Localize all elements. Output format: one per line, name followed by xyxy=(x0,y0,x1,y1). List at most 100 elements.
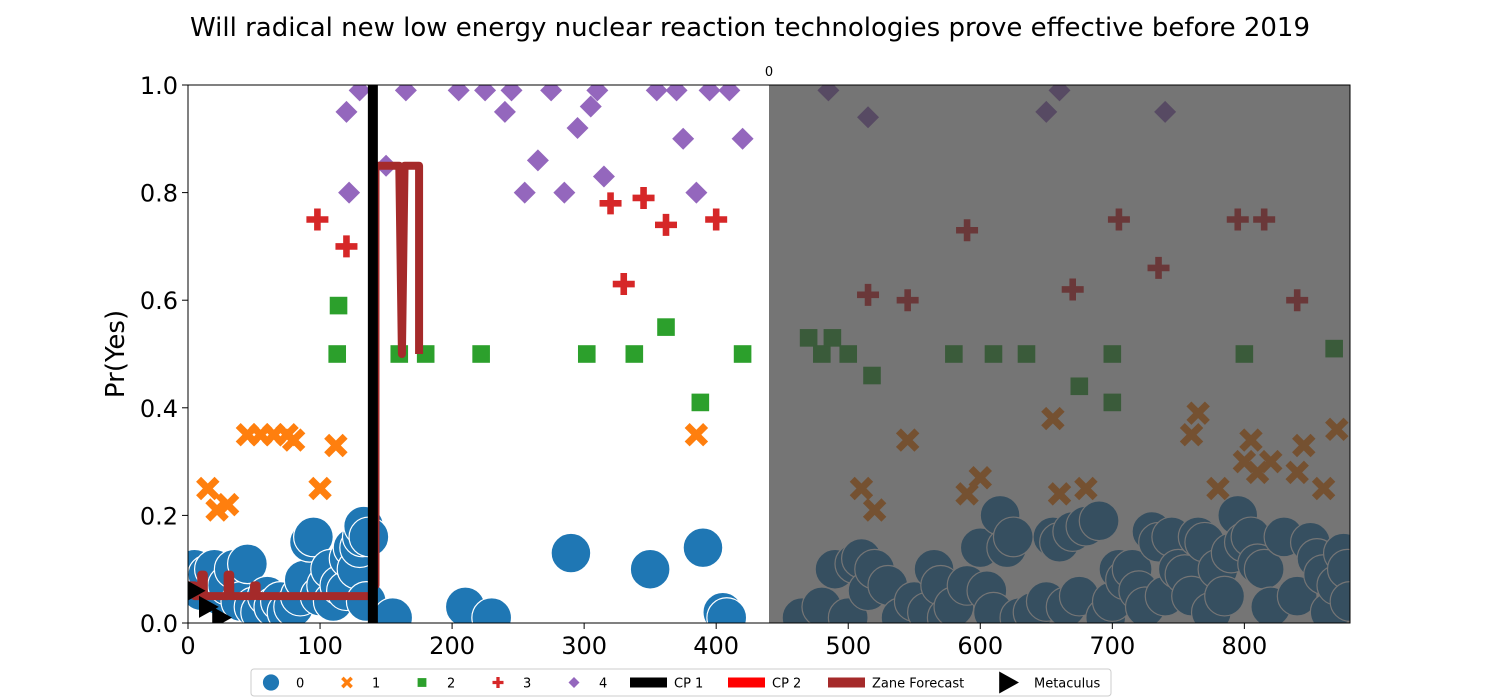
legend-swatch xyxy=(261,673,281,692)
legend-label: Zane Forecast xyxy=(872,677,964,692)
data-point xyxy=(685,181,708,204)
y-axis-label: Pr(Yes) xyxy=(101,310,131,398)
data-point xyxy=(684,422,709,447)
data-point xyxy=(579,95,602,118)
plot-inner xyxy=(188,85,1350,623)
x-tick-label: 200 xyxy=(429,632,475,660)
data-point xyxy=(655,213,678,236)
data-point xyxy=(215,492,240,517)
x-tick-label: 300 xyxy=(561,632,607,660)
data-point xyxy=(474,85,497,102)
data-point xyxy=(472,345,490,363)
legend-entry-cp-2: CP 2 xyxy=(728,677,801,692)
legend-label: 2 xyxy=(447,677,455,692)
data-point xyxy=(293,516,334,558)
data-point xyxy=(672,127,695,150)
legend-swatch xyxy=(341,676,353,689)
y-tick-label: 0.2 xyxy=(140,502,178,530)
data-point xyxy=(335,100,358,123)
plot-area: 0 0 100 200 300 400 500 600 700 800 0.0 0.2 0.4 0.6 0.… xyxy=(140,65,1351,660)
data-point xyxy=(226,543,268,585)
legend-swatch xyxy=(568,677,580,688)
x-tick-label: 400 xyxy=(693,632,739,660)
legend-label: 0 xyxy=(296,677,304,692)
legend-swatch xyxy=(492,677,504,688)
legend-entry-cp-1: CP 1 xyxy=(630,677,703,692)
data-point xyxy=(338,181,361,204)
data-point xyxy=(335,235,358,258)
x-tick-label: 0 xyxy=(180,632,195,660)
metaculus-point xyxy=(188,580,206,601)
data-point xyxy=(665,85,688,102)
legend-label: 4 xyxy=(599,677,607,692)
legend-label: Metaculus xyxy=(1034,677,1101,692)
data-point xyxy=(645,85,668,102)
data-point xyxy=(471,597,513,623)
data-point xyxy=(612,273,635,296)
zane-forecast-line xyxy=(188,161,424,601)
x-tick-label: 100 xyxy=(297,632,343,660)
data-point xyxy=(394,85,417,102)
data-point xyxy=(657,318,675,336)
shaded-region xyxy=(769,85,1350,623)
data-point xyxy=(586,85,609,102)
x-tick-label: 600 xyxy=(957,632,1003,660)
data-point xyxy=(698,85,721,102)
legend-entry-2: 2 xyxy=(417,677,455,692)
data-point xyxy=(592,165,615,188)
legend-entry-1: 1 xyxy=(341,676,380,692)
metaculus-point xyxy=(199,595,219,618)
data-point xyxy=(513,181,536,204)
data-point xyxy=(329,296,348,315)
data-point xyxy=(328,345,347,363)
shaded-region-label: 0 xyxy=(765,65,773,80)
legend-label: 1 xyxy=(372,677,380,692)
data-point xyxy=(493,100,516,123)
data-point xyxy=(706,597,748,623)
legend-swatch xyxy=(630,677,667,688)
data-point xyxy=(632,186,655,209)
legend-swatch xyxy=(999,671,1019,694)
data-point xyxy=(196,476,220,501)
data-point xyxy=(308,476,332,501)
y-tick-label: 0.8 xyxy=(140,180,178,208)
data-point xyxy=(281,428,306,452)
data-point xyxy=(500,85,523,102)
data-point xyxy=(718,85,741,102)
metaculus-point xyxy=(212,606,233,623)
data-point xyxy=(550,532,592,574)
legend-entry-0: 0 xyxy=(261,673,304,692)
data-point xyxy=(705,208,728,231)
data-point xyxy=(629,548,671,590)
legend: 0 1 2 3 4 CP 1 CP 2 Zane Forecast Metaculus xyxy=(250,668,1112,697)
data-point xyxy=(599,192,622,215)
data-point xyxy=(577,345,596,363)
chart-title: Will radical new low energy nuclear reac… xyxy=(190,13,1310,43)
y-tick-label: 1.0 xyxy=(140,72,178,100)
data-point xyxy=(682,527,724,569)
data-point xyxy=(691,393,710,412)
data-point xyxy=(553,181,576,204)
legend-label: CP 2 xyxy=(772,677,801,692)
data-point xyxy=(447,85,470,102)
data-point xyxy=(324,433,348,458)
legend-label: 3 xyxy=(523,677,531,692)
legend-entry-metaculus: Metaculus xyxy=(999,671,1101,694)
data-point xyxy=(306,208,329,231)
legend-entry-4: 4 xyxy=(568,677,607,692)
legend-box xyxy=(250,668,1112,697)
y-tick-label: 0.4 xyxy=(140,395,178,423)
y-tick-label: 0.0 xyxy=(140,610,178,638)
legend-swatch xyxy=(728,677,765,688)
y-tick-label: 0.6 xyxy=(140,287,178,315)
legend-entry-zane-forecast: Zane Forecast xyxy=(828,677,964,692)
data-point xyxy=(526,149,549,172)
plot-frame xyxy=(187,84,1351,624)
legend-swatch xyxy=(417,678,427,687)
legend-entry-3: 3 xyxy=(492,677,531,692)
x-tick-label: 500 xyxy=(825,632,871,660)
data-point xyxy=(733,345,752,363)
data-point xyxy=(731,127,754,150)
data-point xyxy=(372,597,414,623)
